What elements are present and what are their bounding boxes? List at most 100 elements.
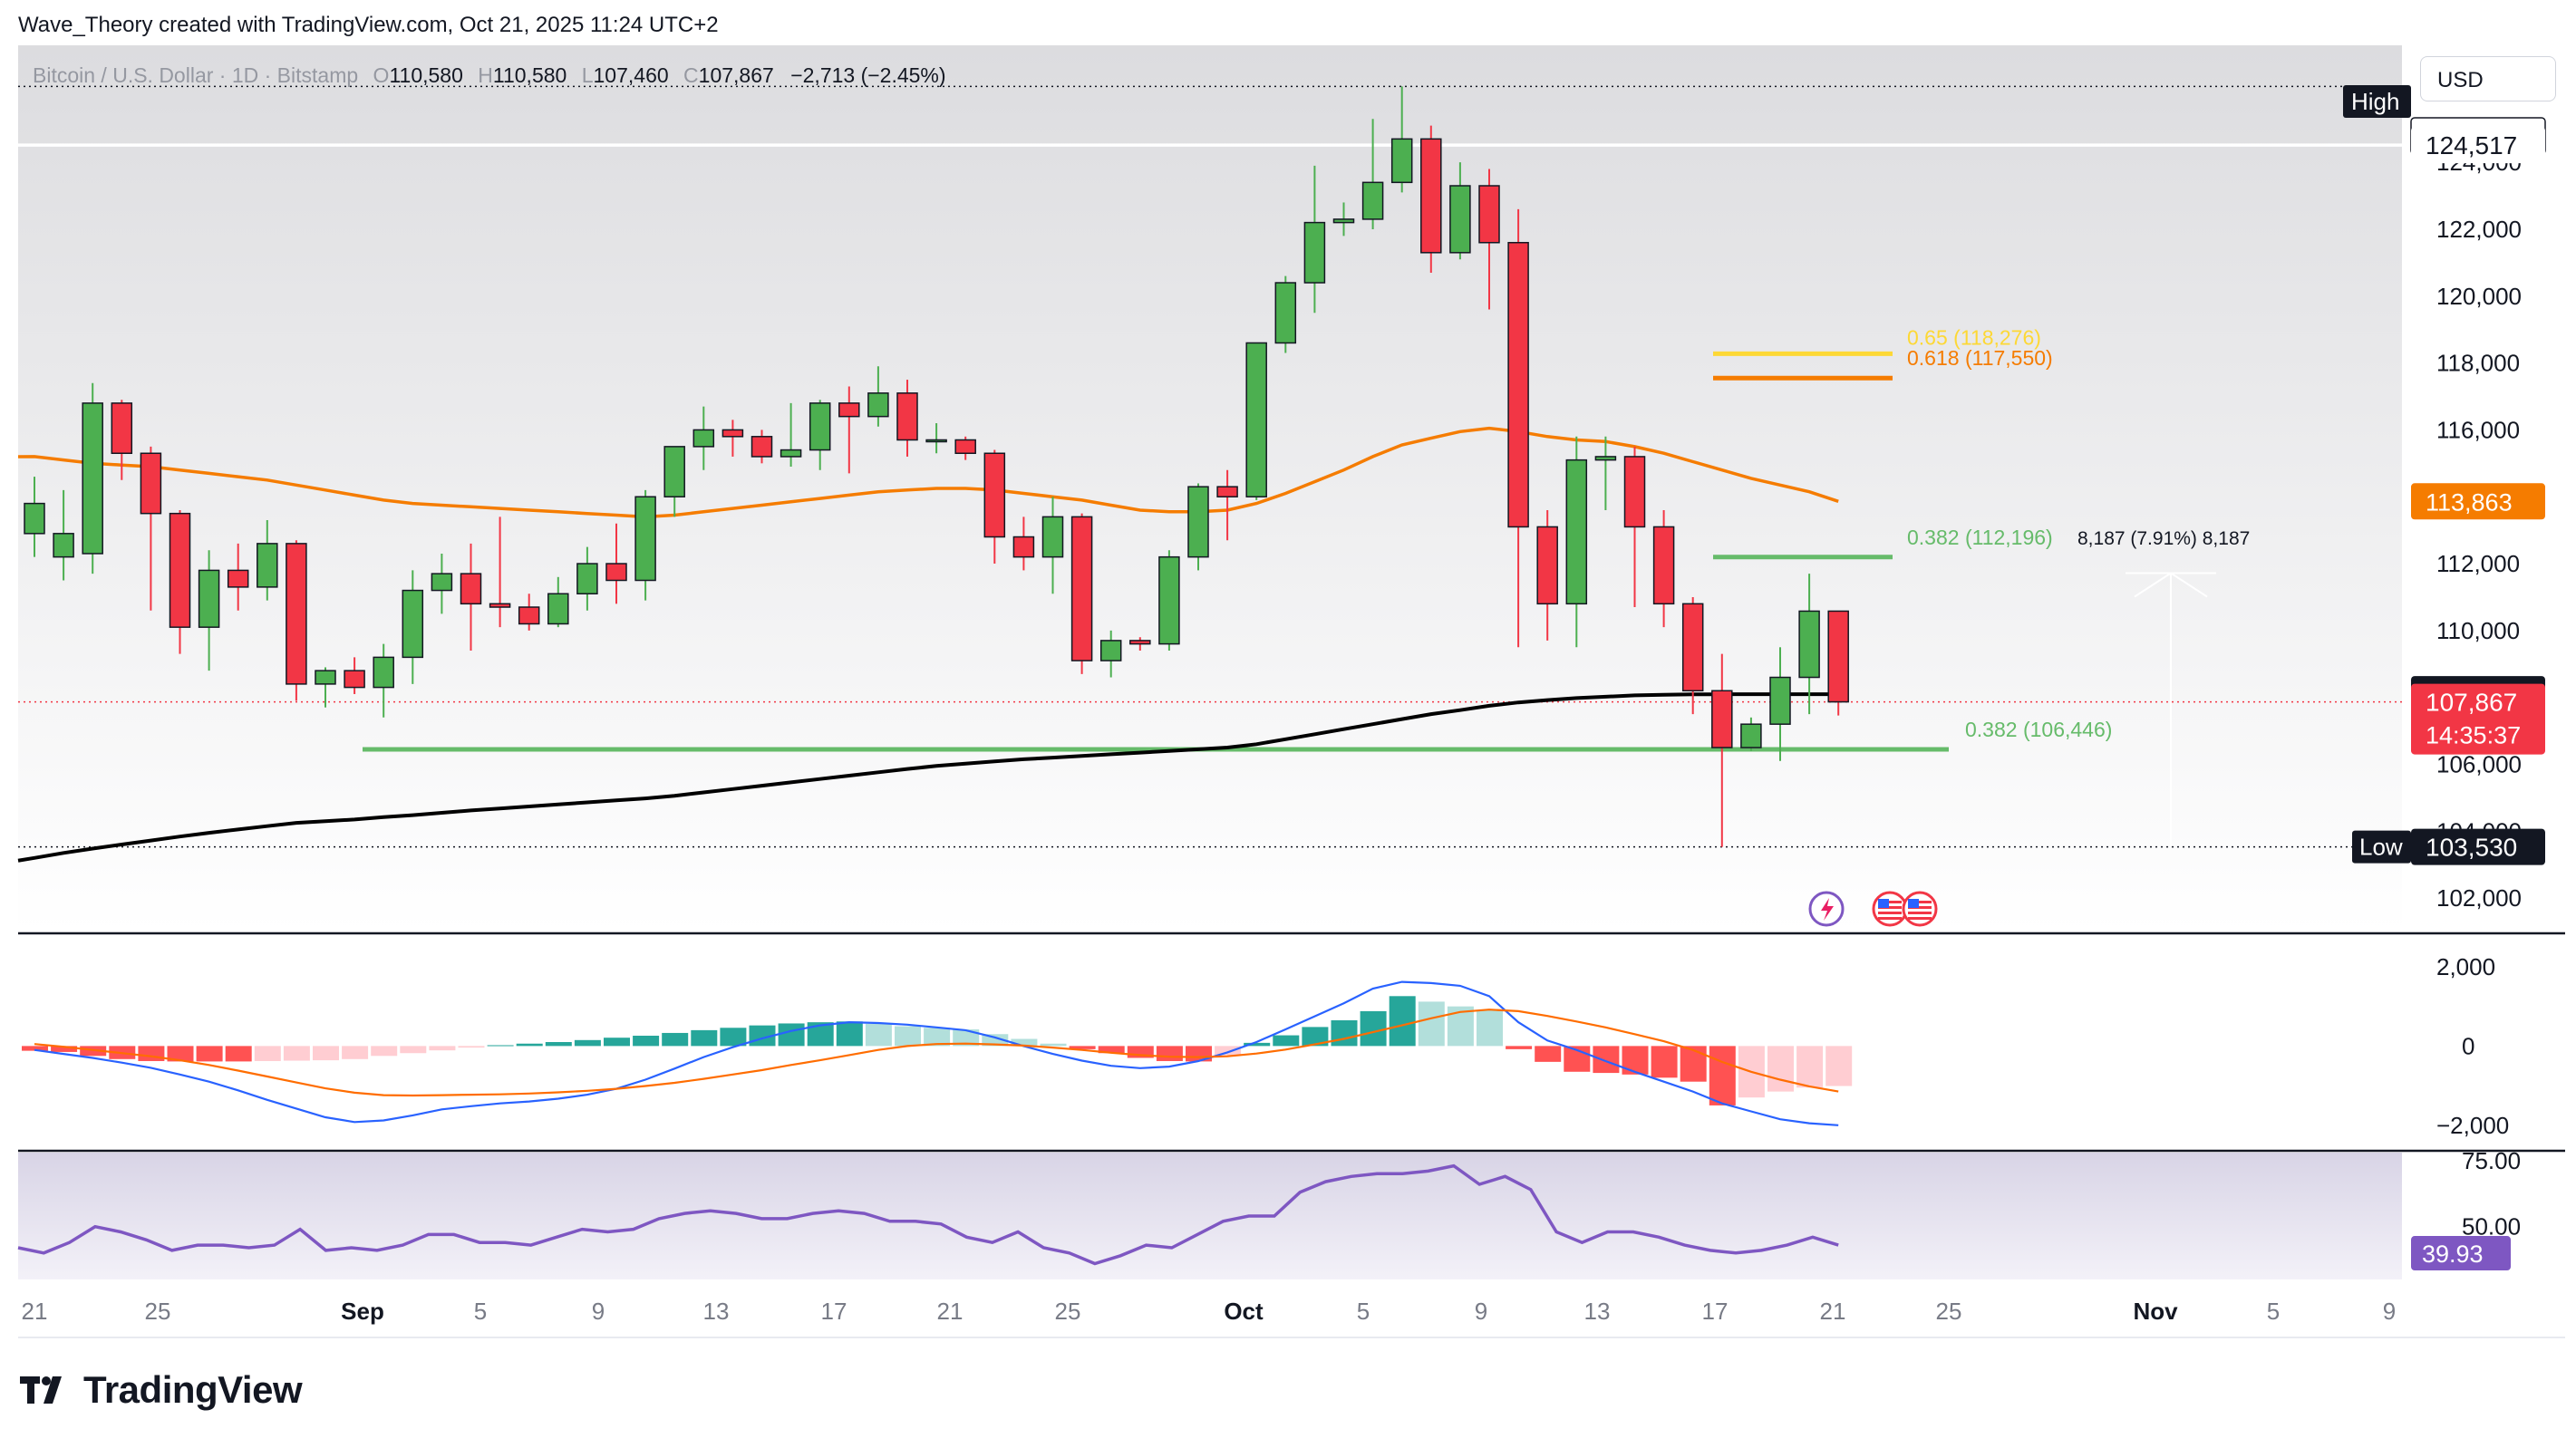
candle[interactable] [140,452,162,515]
candle[interactable] [1420,138,1442,254]
candle[interactable] [111,402,133,454]
currency-button[interactable]: USD [2420,56,2556,101]
candle[interactable] [576,563,598,595]
candle[interactable] [315,670,336,685]
candle[interactable] [198,569,220,628]
candle[interactable] [547,593,569,625]
low-tag-bg [2352,830,2411,864]
candle[interactable] [373,656,394,689]
candle[interactable] [1449,185,1471,254]
legend-l-label: L [581,63,594,87]
candle[interactable] [1652,526,1675,605]
rsi-pane[interactable] [18,1153,2402,1279]
candle[interactable] [1099,640,1122,661]
candle[interactable] [460,573,482,605]
candle[interactable] [780,449,802,458]
macd-histogram-bar [1767,1046,1794,1092]
fib-label-112196: 0.382 (112,196) [1907,526,2053,549]
candle[interactable] [1623,456,1646,528]
flag-stripe [1908,906,1932,909]
candle[interactable] [344,670,365,689]
tradingview-logo: TradingView [20,1368,303,1412]
macd-histogram-bar [1360,1010,1387,1047]
time-axis-tick: 13 [703,1298,730,1325]
rsi-line[interactable] [17,1163,1839,1266]
candle[interactable] [227,569,249,588]
countdown-value: 14:35:37 [2426,722,2521,749]
candle[interactable] [1681,603,1704,692]
price-axis-tick: 102,000 [2436,884,2522,912]
candle[interactable] [1012,536,1035,558]
time-axis-tick: 25 [1936,1298,1962,1325]
time-axis-tick: 21 [937,1298,964,1325]
candle[interactable] [1158,555,1180,645]
candle[interactable] [1303,221,1326,284]
candle[interactable] [1216,486,1238,497]
candle[interactable] [286,543,307,685]
candle[interactable] [402,589,424,659]
time-axis-tick: 5 [2267,1298,2280,1325]
candle[interactable] [82,402,103,555]
last-price-value: 107,867 [2426,689,2517,717]
candle[interactable] [489,603,511,608]
ema-50-value-bg [2411,483,2545,520]
candle[interactable] [925,439,947,443]
candle[interactable] [257,543,278,588]
candle[interactable] [1507,241,1529,528]
candle[interactable] [1478,185,1500,244]
rsi-value-bg [2411,1236,2511,1271]
candle[interactable] [1711,690,1733,748]
candle[interactable] [169,512,191,628]
candle[interactable] [1827,610,1849,703]
candle[interactable] [24,502,45,535]
legend-close: 107,867 [698,63,774,87]
candle[interactable] [1769,676,1791,725]
candle[interactable] [751,436,773,458]
macd-histogram-bar [604,1038,630,1047]
candle[interactable] [809,402,831,451]
candle[interactable] [1070,516,1093,661]
macd-histogram-bar [51,1046,78,1052]
candle[interactable] [692,429,715,448]
candle[interactable] [1187,486,1209,558]
candle[interactable] [1594,456,1617,461]
candle[interactable] [1798,610,1820,679]
macd-line[interactable] [34,980,1839,1126]
macd-histogram-bar [1040,1043,1067,1047]
candle[interactable] [838,402,860,418]
candle[interactable] [896,392,918,441]
macd-pane[interactable] [18,935,2402,1149]
candle[interactable] [634,496,656,582]
ema-200-line[interactable] [17,692,1839,863]
candle[interactable] [53,533,74,558]
tradingview-logo-text: TradingView [83,1368,303,1411]
price-pane[interactable] [18,45,2402,932]
candle[interactable] [1361,181,1384,220]
candle[interactable] [431,573,453,592]
candle[interactable] [518,606,540,625]
candle[interactable] [1332,218,1355,224]
macd-histogram-bar [1244,1042,1271,1047]
candle[interactable] [867,392,889,418]
candle[interactable] [954,439,976,454]
candle[interactable] [605,563,627,582]
rsi-axis-tick: 50.00 [2462,1213,2521,1240]
candle[interactable] [983,452,1006,538]
flag-stripe [1908,912,1932,914]
candle[interactable] [1129,640,1151,645]
ema-50-line[interactable] [17,426,1839,519]
level-124517-value: 124,517 [2426,131,2517,159]
candle[interactable] [1245,342,1267,497]
candle[interactable] [1041,516,1064,558]
candle[interactable] [721,429,744,438]
candle[interactable] [663,446,685,497]
macd-signal-line[interactable] [34,1009,1839,1097]
candle[interactable] [1740,723,1762,748]
candle[interactable] [1390,138,1413,184]
macd-histogram-bar [313,1046,339,1061]
candle[interactable] [1565,459,1588,605]
candle[interactable] [1274,282,1297,344]
candle[interactable] [1536,526,1558,605]
